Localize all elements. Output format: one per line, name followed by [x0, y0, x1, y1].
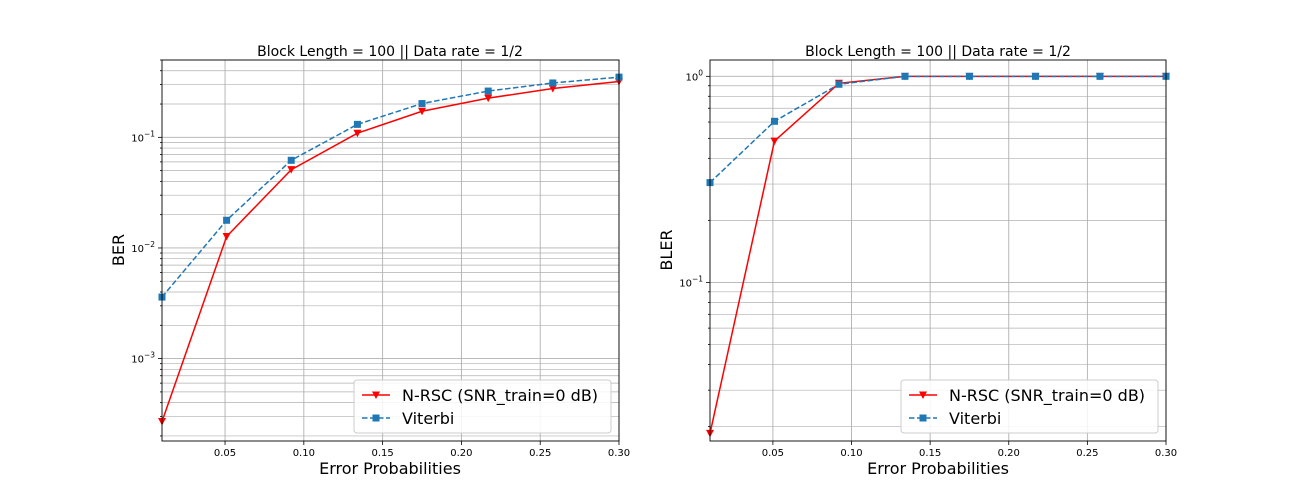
chart-panel-bler: Block Length = 100 || Data rate = 1/2 Er… [657, 44, 1177, 478]
plot-area: 0.05 0.10 0.15 0.20 0.25 0.30 10−1 100 N-RSC (SN… [679, 59, 1177, 459]
data-point [770, 117, 778, 125]
y-tick-label: 10−2 [131, 240, 155, 255]
legend-label: N-RSC (SNR_train=0 dB) [949, 386, 1145, 406]
x-tick-label: 0.30 [1155, 448, 1177, 459]
series-line [709, 75, 1166, 184]
legend-label: Viterbi [949, 409, 1001, 428]
x-tick-label: 0.10 [840, 448, 862, 459]
chart-title: Block Length = 100 || Data rate = 1/2 [805, 44, 1071, 60]
data-point [1096, 72, 1104, 80]
y-tick-label: 100 [685, 68, 703, 83]
x-tick-label: 0.15 [371, 448, 393, 459]
chart-title: Block Length = 100 || Data rate = 1/2 [257, 44, 523, 60]
chart-panel-ber: Block Length = 100 || Data rate = 1/2 Er… [109, 44, 630, 478]
x-tick-label: 0.05 [214, 448, 236, 459]
legend-box [353, 379, 612, 434]
data-point [418, 107, 427, 116]
data-point [222, 232, 231, 241]
x-axis-label: Error Probabilities [319, 459, 461, 478]
x-tick-label: 0.20 [998, 448, 1020, 459]
plot-area: 0.05 0.10 0.15 0.20 0.25 0.30 10−3 10−2 10−1 N-RS… [131, 59, 630, 459]
y-tick-label: 10−1 [679, 274, 703, 289]
legend: N-RSC (SNR_train=0 dB) Viterbi [900, 379, 1159, 434]
legend-marker [372, 391, 380, 399]
x-tick-label: 0.15 [919, 448, 941, 459]
x-tick-label: 0.05 [762, 448, 784, 459]
legend-label: Viterbi [402, 409, 454, 428]
series-line [709, 75, 1166, 434]
data-point [548, 85, 557, 93]
x-tick-label: 0.20 [450, 448, 472, 459]
data-point [353, 129, 362, 138]
data-point [484, 94, 493, 103]
y-axis-label: BLER [657, 229, 676, 270]
x-tick-label: 0.25 [529, 448, 551, 459]
data-point [549, 79, 557, 87]
legend: N-RSC (SNR_train=0 dB) Viterbi [353, 379, 612, 434]
data-point [223, 216, 231, 224]
y-tick-label: 10−3 [131, 351, 155, 366]
x-tick-label: 0.30 [608, 448, 630, 459]
data-point [287, 166, 296, 174]
data-point [835, 80, 843, 88]
y-axis-label: BER [109, 234, 128, 266]
data-point [353, 120, 361, 128]
axes-frame [161, 59, 620, 442]
data-point [1031, 72, 1039, 80]
legend-box [900, 379, 1159, 434]
data-point [901, 72, 909, 80]
x-axis-label: Error Probabilities [867, 459, 1009, 478]
legend-marker [372, 414, 380, 422]
axes-frame [709, 59, 1167, 442]
x-tick-label: 0.10 [293, 448, 315, 459]
x-tick-label: 0.25 [1076, 448, 1098, 459]
data-point [418, 100, 426, 108]
series-line [161, 80, 620, 422]
series-line [161, 76, 620, 298]
legend-marker [919, 414, 927, 422]
legend-marker [919, 391, 927, 399]
legend-label: N-RSC (SNR_train=0 dB) [402, 386, 598, 406]
y-tick-label: 10−1 [131, 129, 155, 144]
data-point [484, 87, 492, 95]
data-point [287, 156, 295, 164]
data-point [770, 137, 779, 146]
data-point [965, 72, 973, 80]
